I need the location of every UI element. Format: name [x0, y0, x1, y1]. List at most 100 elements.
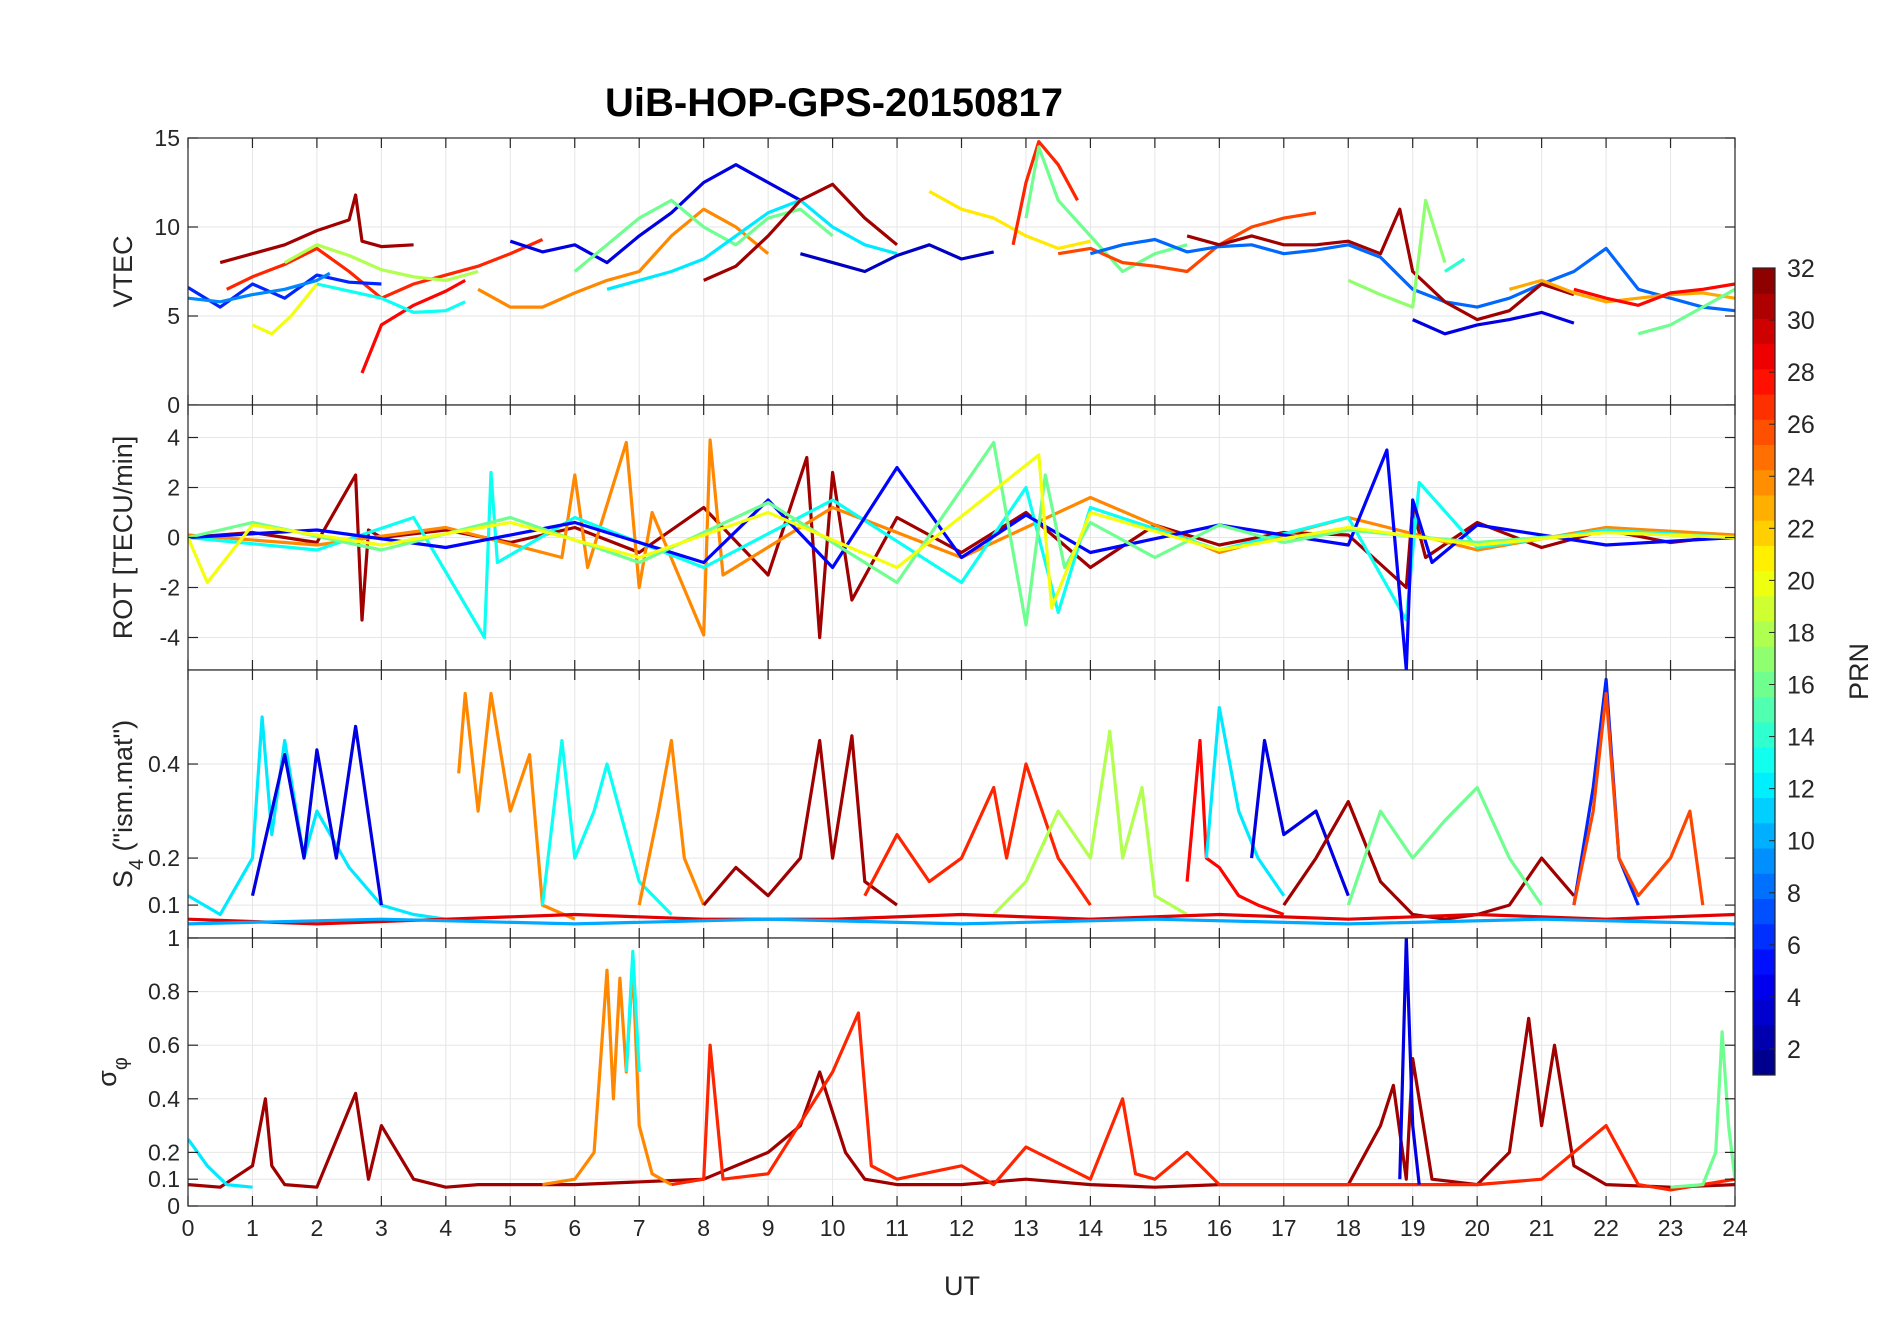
x-tick-label: 13 — [1013, 1215, 1039, 1241]
series-line-prn-16 — [1346, 785, 1543, 907]
colorbar-frame — [1752, 267, 1776, 1076]
series-line-prn-4 — [1398, 938, 1421, 1185]
panel-curves — [188, 677, 1735, 926]
series-line-prn-4 — [509, 163, 802, 265]
y-tick-label: 15 — [154, 125, 180, 151]
x-tick-label: 4 — [439, 1215, 452, 1241]
colorbar-tick-label: 2 — [1787, 1036, 1801, 1064]
series-line-prn-28 — [1185, 738, 1285, 917]
colorbar-tick-label: 30 — [1787, 307, 1815, 335]
y-tick-label: 0.2 — [148, 1139, 180, 1165]
series-line-prn-31 — [219, 193, 414, 265]
colorbar-segment — [1753, 469, 1775, 496]
colorbar-segment — [1753, 873, 1775, 899]
y-tick-label: 0.6 — [148, 1032, 180, 1058]
y-axis-label: σφ — [92, 1057, 132, 1087]
y-tick-label: 0.1 — [148, 1166, 180, 1192]
colorbar-segment — [1753, 974, 1775, 1000]
colorbar-tick-label: 22 — [1787, 515, 1815, 543]
x-tick-label: 20 — [1464, 1215, 1490, 1241]
y-tick-label: 2 — [167, 475, 180, 501]
x-tick-label: 12 — [949, 1215, 975, 1241]
colorbar-tick-label: 10 — [1787, 828, 1815, 856]
y-tick-label: 0 — [167, 392, 180, 418]
x-tick-label: 18 — [1335, 1215, 1361, 1241]
colorbar-tick-label: 6 — [1787, 932, 1801, 960]
y-tick-label: 0 — [167, 525, 180, 551]
series-line-prn-16 — [1670, 1030, 1735, 1189]
series-line-prn-13 — [316, 282, 466, 314]
colorbar-segment — [1753, 621, 1775, 647]
series-line-prn-20 — [251, 282, 319, 336]
x-tick-label: 11 — [885, 1215, 909, 1241]
series-line-prn-26 — [1057, 211, 1317, 274]
series-line-prn-16 — [1024, 145, 1188, 274]
series-line-prn-27 — [671, 1011, 1735, 1192]
y-tick-label: 0.2 — [148, 845, 180, 871]
x-tick-label: 7 — [633, 1215, 646, 1241]
series-line-prn-26 — [1572, 691, 1705, 906]
colorbar-segment — [1753, 948, 1775, 975]
x-tick-label: 24 — [1722, 1215, 1748, 1241]
colorbar-tick-label: 28 — [1787, 359, 1815, 387]
colorbar-segment — [1753, 696, 1775, 723]
series-line-prn-27 — [1011, 140, 1079, 246]
colorbar-segment — [1753, 999, 1775, 1026]
panel-curves — [188, 140, 1735, 374]
y-tick-label: 1 — [167, 925, 180, 951]
colorbar-segment — [1753, 822, 1775, 849]
colorbar-segment — [1753, 494, 1775, 521]
series-line-prn-14 — [1444, 257, 1466, 273]
colorbar-segment — [1753, 1024, 1775, 1051]
colorbar-tick-label: 18 — [1787, 619, 1815, 647]
colorbar-segment — [1753, 747, 1775, 773]
panel-curves — [188, 438, 1735, 670]
colorbar-tick-label: 4 — [1787, 984, 1801, 1012]
colorbar-segment — [1753, 595, 1775, 622]
colorbar-segment — [1753, 545, 1775, 572]
colorbar-segment — [1753, 923, 1775, 950]
series-line-prn-20 — [188, 453, 1735, 610]
x-tick-label: 8 — [697, 1215, 710, 1241]
x-tick-label: 15 — [1142, 1215, 1168, 1241]
panel-curves — [188, 938, 1735, 1192]
y-tick-label: -4 — [160, 625, 181, 651]
x-tick-label: 14 — [1078, 1215, 1104, 1241]
panel-2: -4 -2 0 2 4 ROT [TECU/min] — [108, 404, 1736, 671]
x-tick-label: 23 — [1658, 1215, 1684, 1241]
x-axis-label: UT — [944, 1271, 980, 1301]
series-line-prn-17 — [1347, 198, 1447, 309]
series-line-prn-31 — [1186, 207, 1575, 322]
colorbar-segment — [1753, 343, 1775, 370]
x-tick-label: 6 — [568, 1215, 581, 1241]
series-line-prn-24 — [477, 207, 770, 309]
y-axis-label: VTEC — [108, 235, 138, 307]
x-tick-label: 5 — [504, 1215, 517, 1241]
colorbar-segment — [1753, 394, 1775, 420]
colorbar-tick-label: 32 — [1787, 255, 1815, 283]
colorbar-tick-label: 20 — [1787, 567, 1815, 595]
panel-3: 0.1 0.2 0.4S4 ("ism.mat") — [108, 669, 1736, 939]
x-tick-label: 16 — [1207, 1215, 1233, 1241]
series-line-prn-23 — [1508, 278, 1735, 304]
series-line-prn-31 — [703, 182, 899, 282]
colorbar-tick-label: 12 — [1787, 776, 1815, 804]
colorbar-tick-label: 14 — [1787, 724, 1815, 752]
series-line-prn-6 — [188, 273, 382, 309]
y-tick-label: 5 — [167, 303, 180, 329]
x-tick-label: 2 — [311, 1215, 324, 1241]
colorbar-segment — [1753, 848, 1775, 874]
series-line-prn-24 — [457, 691, 576, 921]
colorbar-segment — [1753, 721, 1775, 748]
panel-4: 00.10.2 0.4 0.6 0.8 1 σφ — [92, 925, 1736, 1219]
colorbar-tick-label: 16 — [1787, 672, 1815, 700]
colorbar-segment — [1753, 797, 1775, 824]
x-tick-label: 19 — [1400, 1215, 1426, 1241]
colorbar-segment — [1753, 293, 1775, 319]
colorbar-tick-label: 26 — [1787, 411, 1815, 439]
x-tick-label: 22 — [1593, 1215, 1619, 1241]
colorbar-segment — [1753, 318, 1775, 345]
series-line-prn-28 — [360, 278, 466, 374]
